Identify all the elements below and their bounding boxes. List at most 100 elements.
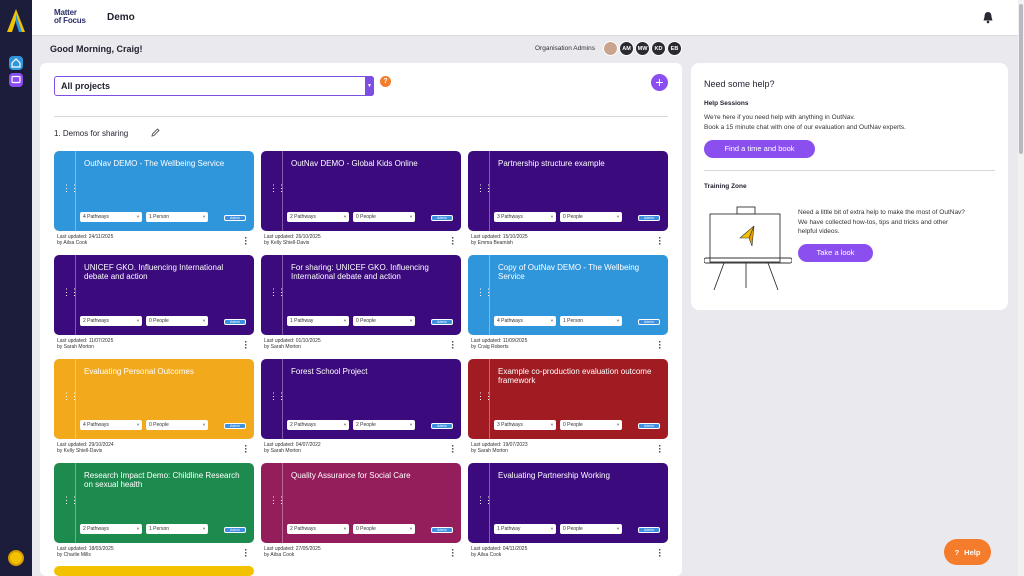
find-time-button[interactable]: Find a time and book: [704, 140, 815, 158]
kebab-menu-icon[interactable]: · · ·: [451, 337, 455, 353]
divider: [704, 170, 995, 171]
pathways-select[interactable]: 4 Pathways ▼: [80, 212, 142, 222]
admin-avatars: AM MW KD EB: [603, 41, 683, 56]
people-select[interactable]: 0 People ▼: [560, 212, 622, 222]
admin-badge: Admin: [431, 215, 453, 221]
project-card[interactable]: ⋮⋮ OutNav DEMO - The Wellbeing Service 4 P…: [54, 151, 254, 231]
kebab-menu-icon[interactable]: · · ·: [658, 337, 662, 353]
project-card-meta: Last updated: 04/07/2022 by Sarah Morton: [264, 442, 444, 454]
pathways-select[interactable]: 1 Pathway ▼: [494, 524, 556, 534]
pathways-select[interactable]: 2 Pathways ▼: [287, 524, 349, 534]
drag-handle[interactable]: ⋮⋮: [54, 463, 79, 543]
drag-handle[interactable]: ⋮⋮: [261, 151, 286, 231]
kebab-menu-icon[interactable]: · · ·: [244, 337, 248, 353]
brand-logo[interactable]: Matter of Focus: [54, 9, 86, 25]
people-select[interactable]: 0 People ▼: [560, 524, 622, 534]
kebab-menu-icon[interactable]: · · ·: [451, 545, 455, 561]
pathways-select[interactable]: 3 Pathways ▼: [494, 420, 556, 430]
kebab-menu-icon[interactable]: · · ·: [244, 545, 248, 561]
bell-icon[interactable]: [982, 11, 994, 24]
chevron-down-icon: ▼: [616, 526, 620, 531]
user-avatar[interactable]: [8, 550, 24, 566]
pathways-select[interactable]: 2 Pathways ▼: [287, 212, 349, 222]
app-title: Demo: [107, 12, 135, 23]
people-select[interactable]: 0 People ▼: [146, 420, 208, 430]
project-card[interactable]: ⋮⋮ OutNav DEMO - Global Kids Online 2 Path…: [261, 151, 461, 231]
drag-handle[interactable]: ⋮⋮: [54, 151, 79, 231]
project-card[interactable]: ⋮⋮ Evaluating Personal Outcomes 4 Pathways…: [54, 359, 254, 439]
project-select[interactable]: All projects ▼: [54, 76, 374, 96]
take-a-look-button[interactable]: Take a look: [798, 244, 873, 262]
help-badge[interactable]: ?: [380, 76, 391, 87]
drag-handle[interactable]: ⋮⋮: [261, 255, 286, 335]
people-select[interactable]: 0 People ▼: [353, 316, 415, 326]
kebab-menu-icon[interactable]: · · ·: [658, 441, 662, 457]
pathways-select[interactable]: 4 Pathways ▼: [80, 420, 142, 430]
people-select[interactable]: 0 People ▼: [560, 420, 622, 430]
edit-icon[interactable]: [151, 128, 160, 137]
kebab-menu-icon[interactable]: · · ·: [451, 441, 455, 457]
drag-handle[interactable]: ⋮⋮: [468, 463, 493, 543]
drag-handle[interactable]: ⋮⋮: [261, 359, 286, 439]
project-card[interactable]: ⋮⋮ Quality Assurance for Social Care 2 Pat…: [261, 463, 461, 543]
people-select[interactable]: 1 Person ▼: [146, 524, 208, 534]
admin-avatar[interactable]: EB: [667, 41, 682, 56]
training-line-2: We have collected how-tos, tips and tric…: [798, 219, 949, 226]
admin-avatar-photo[interactable]: [603, 41, 618, 56]
project-card[interactable]: ⋮⋮ For sharing: UNICEF GKO. Influencing I…: [261, 255, 461, 335]
chat-icon: [11, 75, 21, 84]
people-select[interactable]: 2 People ▼: [353, 420, 415, 430]
pathways-value: 2 Pathways: [290, 526, 316, 532]
rail-chat-button[interactable]: [9, 73, 23, 87]
project-card[interactable]: ⋮⋮ Copy of OutNav DEMO - The Wellbeing Se…: [468, 255, 668, 335]
admin-avatar[interactable]: KD: [651, 41, 666, 56]
pathways-select[interactable]: 1 Pathway ▼: [287, 316, 349, 326]
chevron-down-icon: ▼: [136, 318, 140, 323]
chevron-down-icon: ▼: [136, 422, 140, 427]
add-project-button[interactable]: +: [651, 74, 668, 91]
people-select[interactable]: 0 People ▼: [353, 212, 415, 222]
pathways-select[interactable]: 2 Pathways ▼: [80, 316, 142, 326]
project-card-title: For sharing: UNICEF GKO. Influencing Int…: [291, 263, 429, 281]
page-scrollbar[interactable]: [1018, 0, 1024, 576]
project-card[interactable]: ⋮⋮ Partnership structure example 3 Pathway…: [468, 151, 668, 231]
people-value: 1 Person: [149, 526, 170, 532]
scroll-thumb[interactable]: [1019, 4, 1023, 154]
project-card[interactable]: ⋮⋮ Forest School Project 2 Pathways ▼ 2 Peop…: [261, 359, 461, 439]
last-updated: Last updated: 29/10/2024: [57, 442, 114, 448]
project-card[interactable]: ⋮⋮ Evaluating Partnership Working 1 Pathwa…: [468, 463, 668, 543]
project-card[interactable]: ⋮⋮ Research Impact Demo: Childline Resear…: [54, 463, 254, 543]
drag-handle[interactable]: ⋮⋮: [468, 151, 493, 231]
drag-handle[interactable]: ⋮⋮: [468, 255, 493, 335]
kebab-menu-icon[interactable]: · · ·: [658, 545, 662, 561]
people-select[interactable]: 0 People ▼: [353, 524, 415, 534]
kebab-menu-icon[interactable]: · · ·: [658, 233, 662, 249]
drag-handle[interactable]: ⋮⋮: [261, 463, 286, 543]
project-card[interactable]: ⋮⋮ Example co-production evaluation outco…: [468, 359, 668, 439]
drag-handle[interactable]: ⋮⋮: [54, 359, 79, 439]
admin-badge: Admin: [431, 319, 453, 325]
pathways-select[interactable]: 2 Pathways ▼: [80, 524, 142, 534]
project-card[interactable]: ⋮⋮ UNICEF GKO. Influencing International …: [54, 255, 254, 335]
admin-avatar[interactable]: AM: [619, 41, 634, 56]
people-select[interactable]: 0 People ▼: [146, 316, 208, 326]
drag-handle-icon: ⋮⋮: [476, 183, 493, 193]
drag-handle[interactable]: ⋮⋮: [54, 255, 79, 335]
kebab-menu-icon[interactable]: · · ·: [244, 233, 248, 249]
last-updated: Last updated: 19/07/2023: [471, 442, 528, 448]
admin-avatar[interactable]: MW: [635, 41, 650, 56]
training-line-1: Need a little bit of extra help to make …: [798, 209, 965, 216]
people-select[interactable]: 1 Person ▼: [560, 316, 622, 326]
people-select[interactable]: 1 Person ▼: [146, 212, 208, 222]
divider: [54, 116, 668, 117]
kebab-menu-icon[interactable]: · · ·: [244, 441, 248, 457]
drag-handle[interactable]: ⋮⋮: [468, 359, 493, 439]
kebab-menu-icon[interactable]: · · ·: [451, 233, 455, 249]
rail-home-button[interactable]: [9, 56, 23, 70]
project-card-partial[interactable]: [54, 566, 254, 576]
floating-help-button[interactable]: ? Help: [944, 539, 991, 565]
pathways-select[interactable]: 3 Pathways ▼: [494, 212, 556, 222]
pathways-select[interactable]: 2 Pathways ▼: [287, 420, 349, 430]
project-card-meta: Last updated: 11/07/2025 by Sarah Morton: [57, 338, 237, 350]
pathways-select[interactable]: 4 Pathways ▼: [494, 316, 556, 326]
